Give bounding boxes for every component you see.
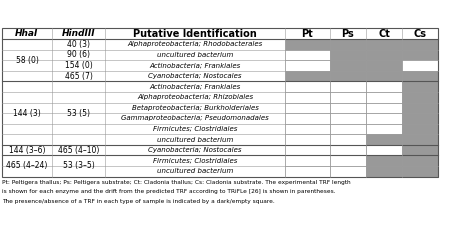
Text: 53 (5): 53 (5) — [67, 109, 90, 118]
Bar — [330, 155, 366, 166]
Text: Cs: Cs — [413, 29, 427, 39]
Bar — [366, 60, 402, 71]
Bar — [285, 71, 330, 81]
Bar — [285, 113, 330, 124]
Bar — [366, 81, 402, 92]
Text: The presence/absence of a TRF in each type of sample is indicated by a dark/empt: The presence/absence of a TRF in each ty… — [2, 199, 275, 204]
Bar — [285, 134, 330, 145]
Bar — [366, 134, 402, 145]
Bar — [285, 60, 330, 71]
Bar — [330, 71, 366, 81]
Text: Putative Identification: Putative Identification — [133, 29, 257, 39]
Bar — [285, 50, 330, 60]
Text: Firmicutes; Clostridiales: Firmicutes; Clostridiales — [153, 126, 237, 132]
Text: 154 (0): 154 (0) — [64, 61, 92, 70]
Bar — [285, 155, 330, 166]
Bar — [366, 145, 402, 155]
Text: Ct: Ct — [378, 29, 390, 39]
Bar — [402, 39, 438, 50]
Bar — [402, 71, 438, 81]
Bar — [330, 92, 366, 103]
Text: 144 (3–6): 144 (3–6) — [9, 146, 45, 155]
Text: Gammaproteobacteria; Pseudomonadales: Gammaproteobacteria; Pseudomonadales — [121, 115, 269, 121]
Text: Actinobacteria; Frankiales: Actinobacteria; Frankiales — [149, 63, 241, 68]
Bar — [330, 60, 366, 71]
Text: Firmicutes; Clostridiales: Firmicutes; Clostridiales — [153, 158, 237, 164]
Text: uncultured bacterium: uncultured bacterium — [157, 168, 233, 174]
Text: Actinobacteria; Frankiales: Actinobacteria; Frankiales — [149, 84, 241, 90]
Text: 58 (0): 58 (0) — [16, 56, 38, 65]
Bar — [402, 113, 438, 124]
Text: uncultured bacterium: uncultured bacterium — [157, 137, 233, 142]
Text: Cyanobacteria; Nostocales: Cyanobacteria; Nostocales — [148, 147, 242, 153]
Text: 53 (3–5): 53 (3–5) — [63, 161, 94, 170]
Bar — [366, 124, 402, 134]
Text: HhaI: HhaI — [15, 29, 39, 38]
Bar — [330, 145, 366, 155]
Bar — [330, 50, 366, 60]
Bar — [402, 92, 438, 103]
Bar — [330, 166, 366, 177]
Bar — [330, 103, 366, 113]
Bar — [402, 103, 438, 113]
Text: HindIII: HindIII — [62, 29, 95, 38]
Bar — [366, 50, 402, 60]
Text: Alphaproteobacteria; Rhizobiales: Alphaproteobacteria; Rhizobiales — [137, 94, 253, 100]
Bar — [366, 155, 402, 166]
Bar — [330, 81, 366, 92]
Bar — [285, 124, 330, 134]
Bar — [285, 81, 330, 92]
Bar — [285, 166, 330, 177]
Bar — [402, 81, 438, 92]
Bar — [366, 71, 402, 81]
Text: Pt: Peltigera thallus; Ps: Peltigera substrate; Ct: Cladonia thallus; Cs: Cladon: Pt: Peltigera thallus; Ps: Peltigera sub… — [2, 180, 351, 185]
Bar — [402, 134, 438, 145]
Bar — [366, 113, 402, 124]
Text: is shown for each enzyme and the drift from the predicted TRF according to TRiFL: is shown for each enzyme and the drift f… — [2, 189, 336, 194]
Bar — [330, 124, 366, 134]
Bar — [366, 103, 402, 113]
Text: Ps: Ps — [342, 29, 355, 39]
Bar — [366, 39, 402, 50]
Bar — [402, 60, 438, 71]
Text: 144 (3): 144 (3) — [13, 109, 41, 118]
Bar — [402, 155, 438, 166]
Bar — [366, 166, 402, 177]
Text: Alphaproteobacteria; Rhodobacterales: Alphaproteobacteria; Rhodobacterales — [128, 41, 263, 47]
Text: 90 (6): 90 (6) — [67, 50, 90, 59]
Bar — [285, 103, 330, 113]
Bar — [285, 92, 330, 103]
Text: Pt: Pt — [301, 29, 313, 39]
Text: Cyanobacteria; Nostocales: Cyanobacteria; Nostocales — [148, 73, 242, 79]
Text: 465 (4–24): 465 (4–24) — [6, 161, 48, 170]
Text: Betaproteobacteria; Burkholderiales: Betaproteobacteria; Burkholderiales — [132, 105, 258, 111]
Bar — [366, 92, 402, 103]
Bar — [330, 39, 366, 50]
Bar — [402, 145, 438, 155]
Bar — [402, 124, 438, 134]
Bar — [402, 50, 438, 60]
Bar — [285, 145, 330, 155]
Bar — [330, 113, 366, 124]
Bar — [402, 166, 438, 177]
Text: uncultured bacterium: uncultured bacterium — [157, 52, 233, 58]
Bar — [330, 134, 366, 145]
Bar — [285, 39, 330, 50]
Text: 465 (4–10): 465 (4–10) — [58, 146, 99, 155]
Text: 40 (3): 40 (3) — [67, 40, 90, 49]
Bar — [2, 28, 438, 177]
Text: 465 (7): 465 (7) — [64, 72, 92, 81]
